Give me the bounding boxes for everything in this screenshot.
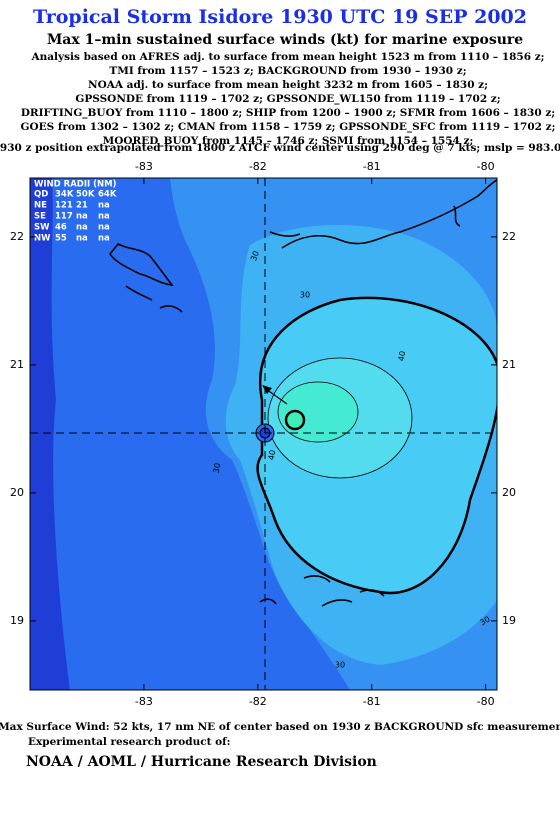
position-note: 1930 z position extrapolated from 1800 z… — [0, 142, 560, 154]
radii-cell: 50K — [76, 190, 95, 200]
contour-label: 30 — [249, 250, 261, 263]
shade-50 — [284, 409, 306, 431]
x-tick-label: -83 — [135, 160, 153, 173]
radii-cell: SE — [34, 212, 46, 222]
note-line: DRIFTING_BUOY from 1110 – 1800 z; SHIP f… — [21, 107, 555, 120]
y-tick-label: 20 — [10, 486, 24, 499]
radii-cell: na — [98, 223, 110, 233]
radii-cell: na — [76, 212, 88, 222]
note-line: GPSSONDE from 1119 – 1702 z; GPSSONDE_WL… — [75, 93, 500, 106]
radii-cell: 46 — [55, 223, 67, 233]
y-tick-label: 19 — [502, 614, 516, 627]
x-tick-label: -80 — [477, 160, 495, 173]
x-tick-label: -80 — [477, 695, 495, 708]
map-frame — [29, 177, 498, 691]
islands-south — [259, 575, 385, 607]
note-line: Analysis based on AFRES adj. to surface … — [30, 51, 544, 63]
radii-cell: 117 — [55, 212, 73, 222]
x-tick-label: -81 — [363, 695, 381, 708]
contour-label: 30 — [335, 661, 345, 670]
contour-label: 30 — [478, 615, 491, 628]
motion-arrow — [265, 388, 288, 405]
note-line: TMI from 1157 – 1523 z; BACKGROUND from … — [109, 65, 466, 77]
radii-cell: na — [98, 201, 110, 211]
radii-title: WIND RADII (NM) — [34, 180, 117, 190]
contour-label: 40 — [267, 449, 278, 461]
radii-cell: na — [76, 234, 88, 244]
product: Experimental research product of: — [28, 736, 231, 748]
y-tick-label: 22 — [10, 230, 24, 243]
ticks: -83 -83 -82 -82 -81 -81 -80 -80 22 22 21 21 20 20 19 19 — [10, 160, 516, 708]
radii-cell: 55 — [55, 234, 67, 244]
note-line: MOORED_BUOY from 1145 – 1746 z; SSMI fro… — [103, 135, 474, 148]
radii-cell: na — [98, 212, 110, 222]
radii-cell: NW — [34, 234, 51, 244]
contour-label: 40 — [397, 350, 408, 362]
y-tick-label: 20 — [502, 486, 516, 499]
radii-cell: NE — [34, 201, 47, 211]
subtitle: Max 1–min sustained surface winds (kt) f… — [47, 32, 523, 48]
arrow-head — [262, 385, 272, 394]
radii-cell: 34K — [55, 190, 74, 200]
radii-cell: 21 — [76, 201, 88, 211]
y-tick-label: 19 — [10, 614, 24, 627]
y-tick-label: 21 — [10, 358, 24, 371]
radii-cell: na — [76, 223, 88, 233]
notes: Analysis based on AFRES adj. to surface … — [21, 51, 556, 148]
x-tick-label: -82 — [249, 695, 267, 708]
org: NOAA / AOML / Hurricane Research Divisio… — [26, 754, 377, 770]
x-tick-label: -81 — [363, 160, 381, 173]
contour-labels: 30 30 30 40 40 30 30 — [212, 250, 492, 670]
florida-keys — [269, 179, 497, 249]
contour-label: 30 — [212, 462, 223, 474]
note-line: NOAA adj. to surface from mean height 32… — [88, 79, 488, 91]
radii-cell: 121 — [55, 201, 73, 211]
radii-cell: 64K — [98, 190, 117, 200]
x-tick-label: -83 — [135, 695, 153, 708]
y-tick-label: 21 — [502, 358, 516, 371]
y-tick-label: 22 — [502, 230, 516, 243]
note-line: GOES from 1302 – 1302 z; CMAN from 1158 … — [21, 121, 556, 134]
radii-cell: SW — [34, 223, 50, 233]
radii-cell: QD — [34, 190, 48, 200]
max-wind: Max Surface Wind: 52 kts, 17 nm NE of ce… — [0, 721, 560, 733]
title: Tropical Storm Isidore 1930 UTC 19 SEP 2… — [33, 6, 527, 28]
radii-cell: na — [98, 234, 110, 244]
x-tick-label: -82 — [249, 160, 267, 173]
contour-label: 30 — [300, 291, 310, 300]
islands-north — [109, 242, 183, 313]
